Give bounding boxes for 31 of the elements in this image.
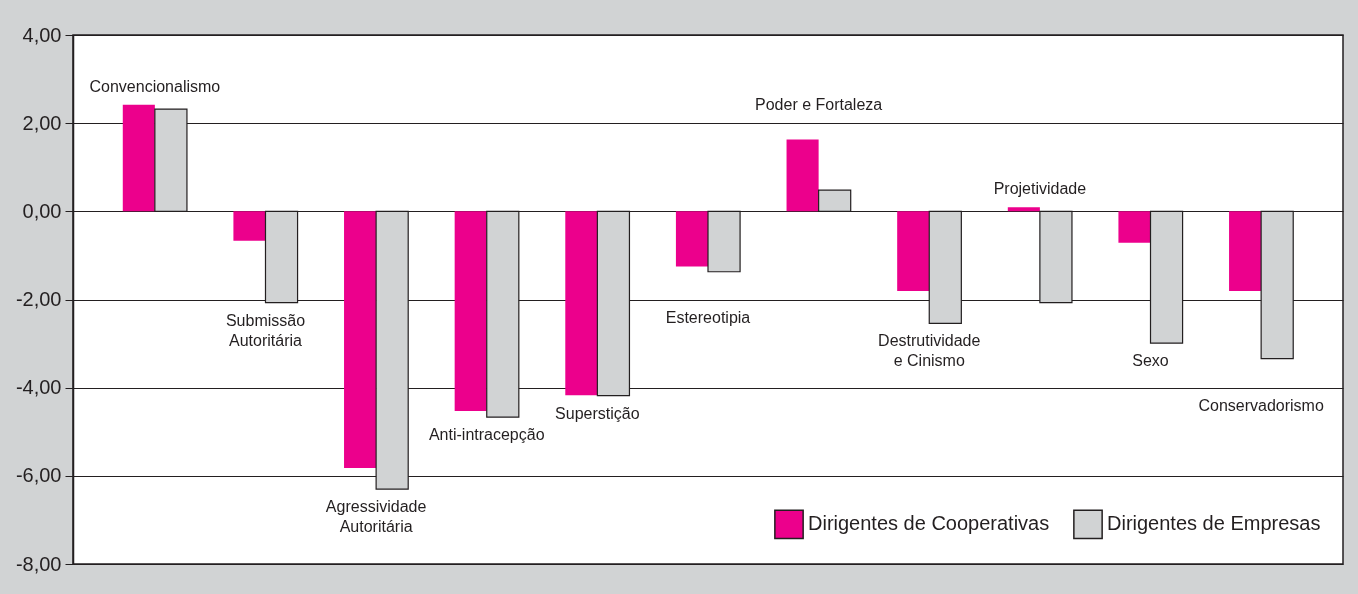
bar [344,211,377,468]
x-tick-label: Projetividade [993,180,1087,198]
x-tick-label: Submissão Autoritária [225,311,306,349]
bar [1007,207,1040,212]
y-tick-label: -8,00 [15,552,62,575]
bar [122,104,155,212]
x-tick-label: Poder e Fortaleza [755,96,883,114]
bar [675,211,708,267]
x-tick-label: Anti-intracepção [428,426,545,444]
y-tick-label: -6,00 [15,464,62,487]
y-tick-label: -4,00 [15,376,62,399]
bar [565,211,598,396]
x-tick-label: Sexo [1132,352,1169,370]
y-tick-label: 4,00 [22,23,62,46]
bar [1229,211,1262,292]
bar [454,211,487,412]
bar [897,211,930,292]
x-tick-label: Convencionalismo [89,77,221,95]
bar [786,139,819,212]
bar [233,211,266,241]
y-tick-label: -2,00 [15,288,62,310]
y-tick-label: 0,00 [22,199,62,222]
x-tick-label: Superstição [555,404,640,422]
x-tick-label: Estereotipia [665,308,751,326]
x-tick-label: Agressividade Autoritária [325,498,427,536]
x-tick-label: Destrutividade e Cinismo [878,332,981,370]
x-tick-label: Conservadorismo [1198,396,1324,414]
bar [1118,211,1151,243]
legend-label: Dirigentes de Cooperativas [808,512,1050,535]
legend-label: Dirigentes de Empresas [1107,512,1321,535]
y-tick-label: 2,00 [22,111,62,134]
